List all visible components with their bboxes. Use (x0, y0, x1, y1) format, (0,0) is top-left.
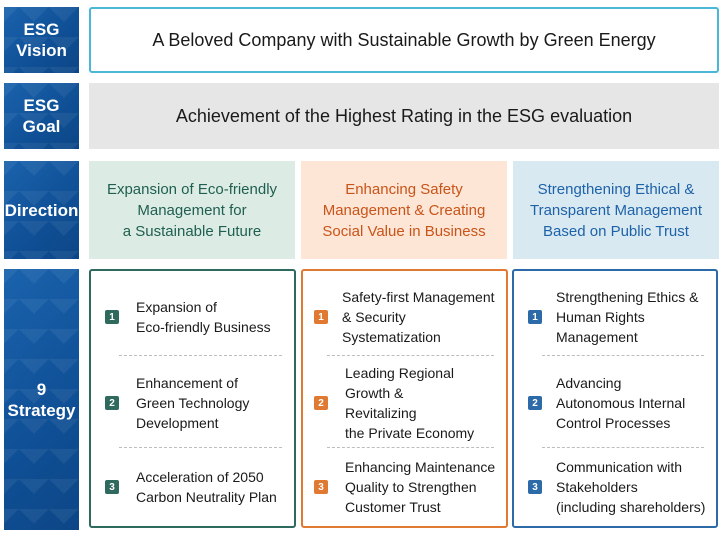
direction-safety-social: Enhancing Safety Management & Creating S… (301, 161, 507, 259)
goal-label: ESG Goal (4, 83, 79, 149)
strategy-number-badge: 1 (314, 310, 328, 324)
strategy-text: Acceleration of 2050 Carbon Neutrality P… (136, 469, 277, 505)
strategy-item: 2 Advancing Autonomous Internal Control … (514, 371, 716, 435)
strategy-item: 3 Communication with Stakeholders (inclu… (514, 455, 716, 519)
strategy-text: Enhancement of Green Technology Developm… (136, 375, 250, 431)
strategy-number-badge: 3 (528, 480, 542, 494)
strategy-text: Leading Regional Growth & Revitalizing t… (345, 365, 475, 441)
strategy-number-badge: 1 (105, 310, 119, 324)
strategy-column-eco-friendly: 1 Expansion of Eco-friendly Business 2 E… (89, 269, 296, 528)
strategy-text: Communication with Stakeholders (includi… (556, 459, 706, 515)
vision-statement: A Beloved Company with Sustainable Growt… (89, 7, 719, 73)
strategy-column-safety-social: 1 Safety-first Management & Security Sys… (301, 269, 508, 528)
strategy-number-badge: 2 (528, 396, 542, 410)
divider (119, 447, 282, 448)
strategy-column-ethical-transparent: 1 Strengthening Ethics & Human Rights Ma… (512, 269, 718, 528)
divider (327, 355, 494, 356)
vision-text: A Beloved Company with Sustainable Growt… (152, 29, 656, 50)
direction-label: Direction (4, 161, 79, 259)
strategy-item: 1 Strengthening Ethics & Human Rights Ma… (514, 285, 716, 349)
divider (542, 355, 704, 356)
direction-eco-friendly: Expansion of Eco-friendly Management for… (89, 161, 295, 259)
strategy-text: Safety-first Management & Security Syste… (342, 289, 495, 345)
strategy-item: 2 Leading Regional Growth & Revitalizing… (303, 361, 506, 445)
divider (327, 447, 494, 448)
strategy-text: Strengthening Ethics & Human Rights Mana… (556, 289, 699, 345)
strategy-item: 2 Enhancement of Green Technology Develo… (91, 371, 294, 435)
direction-ethical-transparent: Strengthening Ethical & Transparent Mana… (513, 161, 719, 259)
divider (119, 355, 282, 356)
goal-text: Achievement of the Highest Rating in the… (175, 105, 633, 126)
strategy-item: 3 Acceleration of 2050 Carbon Neutrality… (91, 465, 294, 509)
strategy-number-badge: 3 (314, 480, 328, 494)
strategy-item: 1 Expansion of Eco-friendly Business (91, 295, 294, 339)
strategy-item: 1 Safety-first Management & Security Sys… (303, 289, 506, 345)
strategy-number-badge: 2 (314, 396, 328, 410)
strategy-text: Expansion of Eco-friendly Business (136, 299, 271, 335)
vision-label: ESG Vision (4, 7, 79, 73)
strategy-label: 9 Strategy (4, 269, 79, 530)
strategy-item: 3 Enhancing Maintenance Quality to Stren… (303, 455, 506, 519)
strategy-text: Advancing Autonomous Internal Control Pr… (556, 375, 686, 431)
strategy-number-badge: 1 (528, 310, 542, 324)
goal-statement: Achievement of the Highest Rating in the… (89, 83, 719, 149)
divider (542, 447, 704, 448)
strategy-text: Enhancing Maintenance Quality to Strengt… (345, 459, 496, 515)
strategy-number-badge: 2 (105, 396, 119, 410)
strategy-number-badge: 3 (105, 480, 119, 494)
